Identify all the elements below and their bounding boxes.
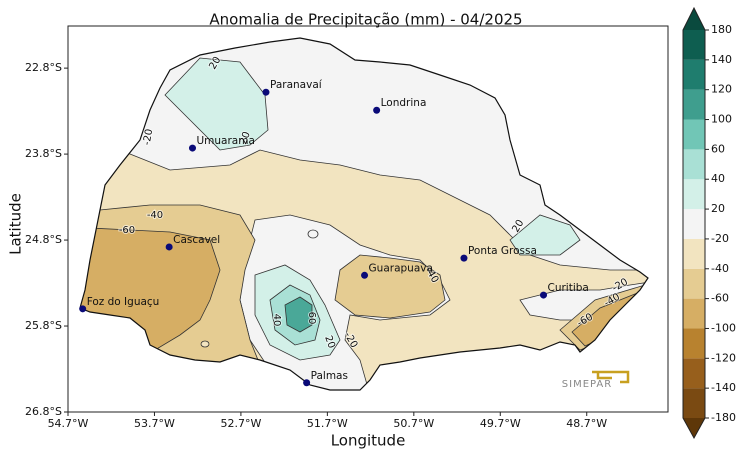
x-tick-label: 53.7°W xyxy=(134,417,175,430)
x-tick-label: 51.7°W xyxy=(307,417,348,430)
colorbar-bin xyxy=(683,298,705,329)
contour-label: 40 xyxy=(271,314,282,327)
city-label: Ponta Grossa xyxy=(468,245,537,257)
colorbar-tick-label: 140 xyxy=(711,53,732,66)
contour-label: -60 xyxy=(119,225,135,236)
colorbar-tick-label: -120 xyxy=(711,351,736,364)
colorbar-tick-label: -40 xyxy=(711,262,729,275)
city-label: Palmas xyxy=(311,370,348,382)
colorbar-bin xyxy=(683,89,705,120)
x-tick-label: 52.7°W xyxy=(220,417,261,430)
contour-label: 60 xyxy=(306,312,317,325)
logo-mark xyxy=(592,370,630,384)
city-marker xyxy=(361,271,369,279)
city-label: Curitiba xyxy=(548,282,589,294)
city-label: Cascavel xyxy=(173,234,220,246)
colorbar-bin xyxy=(683,328,705,359)
y-tick-label: 23.8°S xyxy=(25,147,62,160)
x-axis-label: Longitude xyxy=(331,432,406,450)
x-tick-label: 50.7°W xyxy=(393,417,434,430)
city-label: Londrina xyxy=(381,97,427,109)
contour-label: -20 xyxy=(142,128,156,146)
contour-label: -40 xyxy=(147,210,163,221)
colorbar-bin xyxy=(683,179,705,210)
city-label: Foz do Iguaçu xyxy=(87,296,160,308)
y-tick-label: 22.8°S xyxy=(25,61,62,74)
map-title: Anomalia de Precipitação (mm) - 04/2025 xyxy=(209,11,522,29)
colorbar-bin xyxy=(683,59,705,90)
city-marker xyxy=(460,254,468,262)
logo: SIMEPAR xyxy=(562,370,630,390)
city-marker xyxy=(188,144,196,152)
city-label: Paranavaí xyxy=(270,79,323,91)
colorbar-extend-high xyxy=(683,8,705,30)
region xyxy=(307,229,319,239)
colorbar-bin xyxy=(683,209,705,239)
colorbar-tick-label: -180 xyxy=(711,411,736,424)
state-border xyxy=(79,37,649,391)
city-label: Umuarama xyxy=(196,135,254,147)
city-marker xyxy=(373,106,381,114)
region xyxy=(164,57,269,151)
colorbar-tick-label: 180 xyxy=(711,23,732,36)
y-tick-label: 26.8°S xyxy=(25,405,62,418)
colorbar-tick-label: 60 xyxy=(711,142,725,155)
x-tick-label: 54.7°W xyxy=(48,417,89,430)
colorbar-bin xyxy=(683,30,705,60)
colorbar-bin xyxy=(683,119,705,150)
y-tick-label: 24.8°S xyxy=(25,233,62,246)
city-marker xyxy=(262,88,270,96)
plot-frame xyxy=(67,25,669,413)
colorbar-tick-label: 20 xyxy=(711,202,725,215)
colorbar-tick-label: -60 xyxy=(711,292,729,305)
colorbar-tick-label: -140 xyxy=(711,381,736,394)
colorbar-tick-label: 120 xyxy=(711,83,732,96)
colorbar-bin xyxy=(683,268,705,299)
colorbar-bin xyxy=(683,388,705,418)
contour-label: 20 xyxy=(238,130,253,146)
city-marker xyxy=(303,379,311,387)
colorbar-tick-label: 100 xyxy=(711,113,732,126)
city-marker xyxy=(540,291,548,299)
region xyxy=(334,254,446,319)
contour-label: 20 xyxy=(322,334,337,350)
colorbar-bin xyxy=(683,238,705,269)
x-tick-label: 49.7°W xyxy=(480,417,521,430)
colorbar-bin xyxy=(683,358,705,389)
colorbar-tick-label: 40 xyxy=(711,172,725,185)
region xyxy=(200,340,210,348)
city-marker xyxy=(79,305,87,313)
colorbar-extend-low xyxy=(683,418,705,438)
colorbar-bin xyxy=(683,149,705,180)
region xyxy=(284,296,313,333)
x-tick-label: 48.7°W xyxy=(566,417,607,430)
colorbar-tick-label: -100 xyxy=(711,321,736,334)
region xyxy=(509,214,581,256)
city-label: Guarapuava xyxy=(369,262,433,274)
y-tick-label: 25.8°S xyxy=(25,319,62,332)
colorbar-tick-label: -20 xyxy=(711,232,729,245)
y-axis-label: Latitude xyxy=(7,193,25,255)
city-marker xyxy=(165,243,173,251)
logo-text: SIMEPAR xyxy=(562,379,612,390)
